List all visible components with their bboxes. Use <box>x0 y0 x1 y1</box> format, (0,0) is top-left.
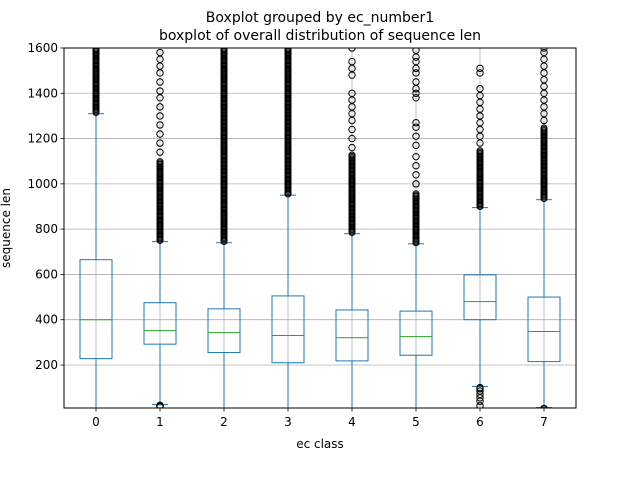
outlier-marker <box>412 171 420 179</box>
y-tick-label: 1400 <box>27 86 58 100</box>
outlier-marker <box>348 134 356 143</box>
x-tick-label: 3 <box>284 415 292 429</box>
box <box>335 309 369 362</box>
x-tick-label: 2 <box>220 415 228 429</box>
outlier-marker <box>348 89 356 97</box>
outlier-marker <box>412 152 420 161</box>
outlier-marker <box>476 85 484 93</box>
y-axis-label: sequence len <box>0 188 13 268</box>
outlier-marker <box>476 147 484 155</box>
outlier-marker <box>156 103 164 111</box>
outlier-marker <box>540 48 548 52</box>
outlier-marker <box>412 69 420 77</box>
box <box>143 302 177 345</box>
outlier-marker <box>540 405 548 408</box>
outlier-marker <box>348 125 356 134</box>
box <box>527 296 561 363</box>
box-group-7 <box>527 48 561 408</box>
outlier-marker <box>412 180 420 188</box>
outlier-marker <box>412 119 420 127</box>
outlier-marker <box>156 139 164 147</box>
box-group-0 <box>79 48 113 408</box>
y-tick-label: 800 <box>35 222 58 236</box>
y-tick-label: 400 <box>35 313 58 327</box>
outlier-marker <box>412 48 420 54</box>
outlier-marker <box>540 124 548 132</box>
x-tick-label: 5 <box>412 415 420 429</box>
box <box>463 274 497 321</box>
box <box>271 295 305 364</box>
box <box>79 259 113 360</box>
axis-ticks: 200 400 600 800 1000 1200 1400 1600 0 1 2 3 4 5 6 7 <box>27 41 547 429</box>
box-group-4 <box>335 48 369 408</box>
outlier-marker <box>412 190 420 198</box>
y-tick-label: 200 <box>35 358 58 372</box>
x-tick-label: 0 <box>92 415 100 429</box>
y-tick-label: 1000 <box>27 177 58 191</box>
plot-area <box>79 48 561 408</box>
outlier-marker <box>156 87 164 95</box>
x-tick-label: 4 <box>348 415 356 429</box>
outlier-marker <box>156 112 164 120</box>
outlier-marker <box>156 158 164 166</box>
outlier-marker <box>156 130 164 138</box>
outlier-marker <box>476 69 484 77</box>
outlier-marker <box>156 121 164 129</box>
axes-frame <box>63 47 577 409</box>
outlier-marker <box>412 89 420 97</box>
outlier-marker <box>348 143 356 152</box>
outlier-marker <box>540 404 548 408</box>
box <box>207 308 241 354</box>
x-tick-label: 7 <box>540 415 548 429</box>
outlier-marker <box>412 162 420 170</box>
outlier-marker <box>156 78 164 86</box>
y-tick-label: 1600 <box>27 41 58 55</box>
outlier-marker <box>412 57 420 66</box>
outlier-marker <box>540 48 548 57</box>
box-group-1 <box>143 48 177 408</box>
outlier-marker <box>156 401 164 408</box>
outlier-marker <box>220 48 228 53</box>
chart-title: Boxplot grouped by ec_number1 <box>206 10 434 26</box>
x-axis-label: ec class <box>296 437 344 451</box>
box-group-5 <box>399 48 433 408</box>
chart-subtitle: boxplot of overall distribution of seque… <box>159 28 481 44</box>
outlier-marker <box>412 132 420 141</box>
outlier-marker <box>412 141 420 150</box>
x-tick-label: 6 <box>476 415 484 429</box>
outlier-marker <box>348 151 356 159</box>
outlier-marker <box>412 94 420 102</box>
y-tick-label: 1200 <box>27 132 58 146</box>
outlier-marker <box>412 123 420 131</box>
outlier-marker <box>284 48 292 53</box>
outlier-marker <box>156 148 164 156</box>
outlier-marker <box>348 48 356 52</box>
outlier-marker <box>348 57 356 66</box>
outlier-marker <box>476 64 484 73</box>
box <box>399 310 433 356</box>
outlier-marker <box>476 402 484 408</box>
y-tick-label: 600 <box>35 267 58 281</box>
box-group-6 <box>463 64 497 408</box>
box-group-3 <box>271 48 305 408</box>
x-tick-label: 1 <box>156 415 164 429</box>
outlier-marker <box>92 48 100 53</box>
outlier-marker <box>412 78 420 86</box>
outlier-marker <box>476 387 484 395</box>
box-group-2 <box>207 48 241 408</box>
outlier-marker <box>476 383 484 392</box>
outlier-marker <box>156 48 164 57</box>
